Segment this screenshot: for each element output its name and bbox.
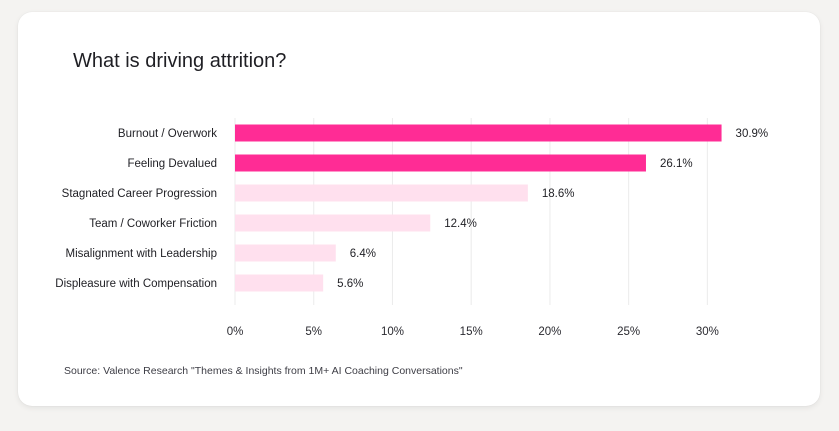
data-label: 18.6% (542, 188, 575, 200)
category-label: Feeling Devalued (127, 158, 217, 170)
x-tick-label: 10% (381, 326, 404, 338)
data-label: 12.4% (444, 218, 477, 230)
x-tick-label: 30% (696, 326, 719, 338)
bar (235, 244, 336, 262)
x-tick-label: 0% (227, 326, 244, 338)
category-label: Misalignment with Leadership (66, 248, 218, 260)
data-label: 30.9% (736, 128, 769, 140)
chart-card (18, 12, 820, 406)
x-tick-label: 20% (538, 326, 561, 338)
category-label: Displeasure with Compensation (55, 278, 217, 290)
bar (235, 214, 431, 232)
data-label: 5.6% (337, 278, 363, 290)
source-note: Source: Valence Research "Themes & Insig… (64, 365, 463, 377)
x-tick-label: 5% (305, 326, 322, 338)
bar (235, 124, 722, 142)
data-label: 26.1% (660, 158, 693, 170)
bar (235, 274, 324, 292)
bar (235, 184, 528, 202)
x-tick-label: 15% (460, 326, 483, 338)
x-tick-label: 25% (617, 326, 640, 338)
data-label: 6.4% (350, 248, 376, 260)
bar (235, 154, 646, 172)
category-label: Stagnated Career Progression (62, 188, 217, 200)
chart-title: What is driving attrition? (73, 50, 287, 72)
category-label: Burnout / Overwork (118, 128, 217, 140)
category-label: Team / Coworker Friction (89, 218, 217, 230)
